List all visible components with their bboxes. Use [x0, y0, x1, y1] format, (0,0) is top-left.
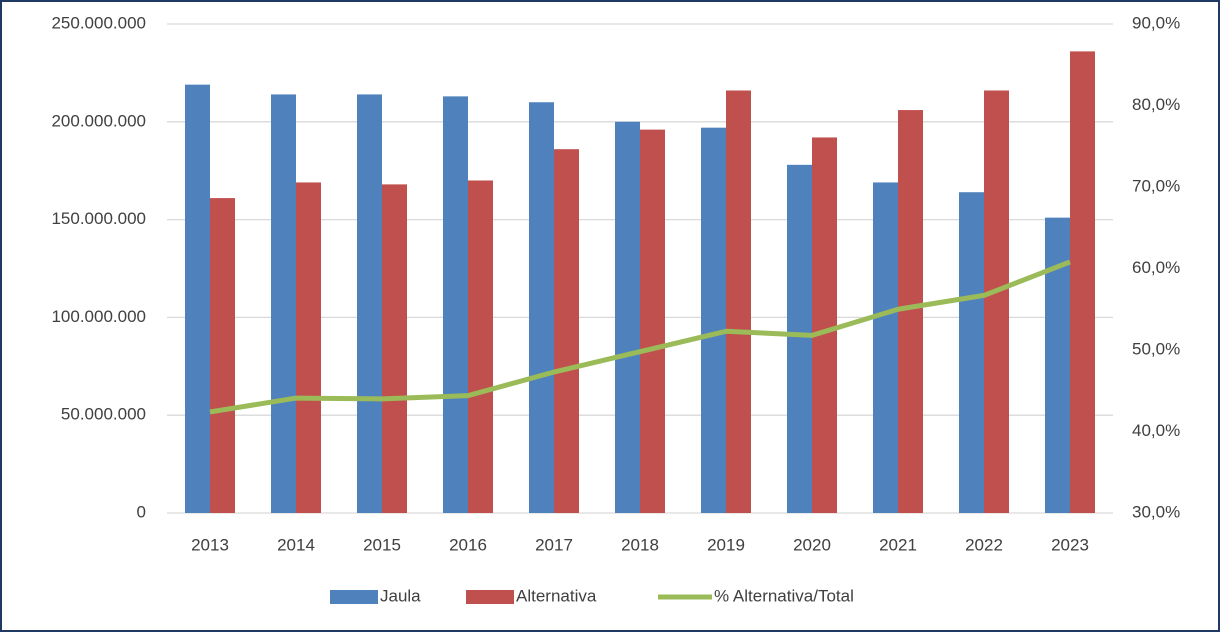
x-tick-label: 2021: [879, 535, 917, 554]
bar: [812, 137, 837, 513]
x-tick-label: 2017: [535, 535, 573, 554]
y2-tick-label: 60,0%: [1132, 258, 1180, 277]
x-tick-label: 2023: [1051, 535, 1089, 554]
bar: [615, 121, 640, 514]
bar: [443, 96, 468, 513]
y2-tick-label: 30,0%: [1132, 502, 1180, 521]
y-tick-label: 50.000.000: [61, 405, 146, 424]
y-tick-label: 150.000.000: [51, 209, 146, 228]
y-tick-label: 100.000.000: [51, 307, 146, 326]
x-tick-label: 2022: [965, 535, 1003, 554]
bar: [1070, 51, 1095, 513]
y-tick-label: 0: [137, 502, 146, 521]
bar: [787, 164, 812, 513]
bar: [554, 149, 579, 513]
bar: [468, 180, 493, 514]
bar: [959, 192, 984, 513]
legend-label: % Alternativa/Total: [714, 586, 854, 605]
bar: [357, 94, 382, 513]
bar: [898, 110, 923, 514]
bar: [529, 102, 554, 514]
y2-tick-label: 80,0%: [1132, 95, 1180, 114]
legend-label: Alternativa: [516, 586, 597, 605]
y-tick-label: 250.000.000: [51, 13, 146, 32]
bar: [726, 90, 751, 513]
bar: [984, 90, 1009, 513]
y2-tick-label: 70,0%: [1132, 176, 1180, 195]
line-series: [209, 259, 1071, 415]
x-tick-label: 2019: [707, 535, 745, 554]
bar: [873, 182, 898, 513]
y-tick-label: 200.000.000: [51, 111, 146, 130]
bar: [296, 182, 321, 513]
x-tick-label: 2014: [277, 535, 315, 554]
bar: [701, 127, 726, 513]
x-tick-label: 2015: [363, 535, 401, 554]
y2-tick-label: 40,0%: [1132, 421, 1180, 440]
x-tick-label: 2018: [621, 535, 659, 554]
bar: [640, 129, 665, 513]
legend-swatch: [330, 590, 378, 604]
y2-tick-label: 50,0%: [1132, 339, 1180, 358]
x-tick-label: 2016: [449, 535, 487, 554]
legend-label: Jaula: [380, 586, 421, 605]
bar: [271, 94, 296, 513]
legend-swatch: [466, 590, 514, 604]
bar: [185, 84, 210, 514]
y2-tick-label: 90,0%: [1132, 13, 1180, 32]
bar: [210, 198, 235, 514]
x-tick-label: 2020: [793, 535, 831, 554]
x-tick-label: 2013: [191, 535, 229, 554]
bar: [382, 184, 407, 513]
